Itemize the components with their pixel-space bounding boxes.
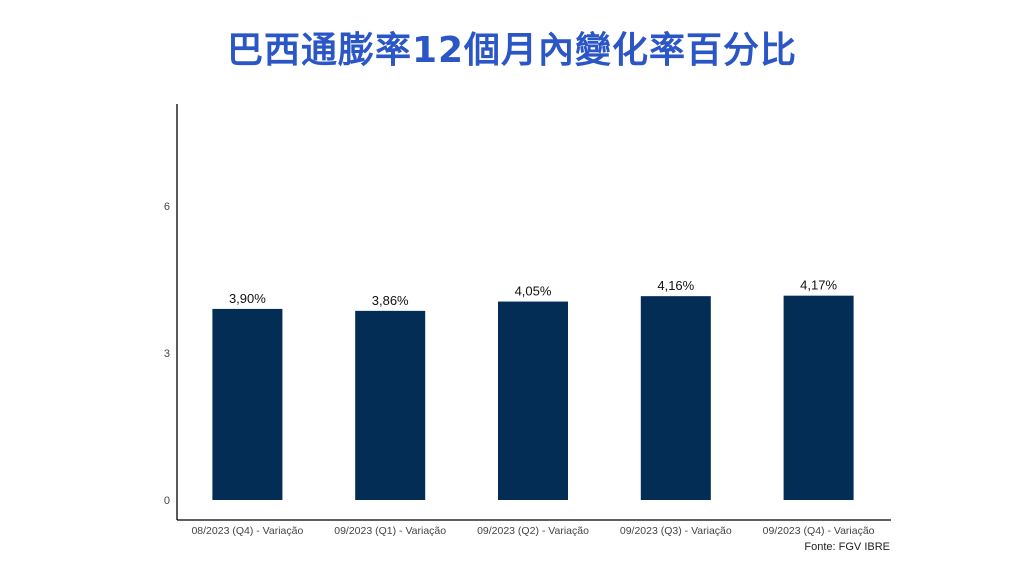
x-tick-label: 09/2023 (Q3) - Variação [620,525,732,537]
bar-data-label: 4,16% [657,278,694,293]
bar-data-label: 3,90% [229,291,266,306]
bar [355,310,426,500]
y-tick-label: 0 [164,495,170,507]
chart-title: 巴西通膨率12個月內變化率百分比 [226,30,798,71]
bar-data-label: 3,86% [372,293,409,308]
bar-data-label: 4,17% [800,278,837,293]
bars [212,295,854,500]
y-tick-label: 3 [164,348,170,360]
source-note: Fonte: FGV IBRE [804,541,890,553]
x-axis-ticks: 08/2023 (Q4) - Variação 09/2023 (Q1) - Va… [191,525,874,537]
y-tick-label: 6 [164,201,170,213]
x-tick-label: 09/2023 (Q2) - Variação [477,525,589,537]
bar [212,308,283,500]
bar [640,296,711,500]
y-axis-ticks: 0 3 6 [164,201,170,507]
x-tick-label: 08/2023 (Q4) - Variação [191,525,303,537]
x-tick-label: 09/2023 (Q1) - Variação [334,525,446,537]
bar [498,301,568,500]
x-tick-label: 09/2023 (Q4) - Variação [763,525,875,537]
bar [783,295,854,500]
bar-data-label: 4,05% [515,284,552,299]
bar-data-labels: 3,90% 3,86% 4,05% 4,16% 4,17% [229,278,838,308]
